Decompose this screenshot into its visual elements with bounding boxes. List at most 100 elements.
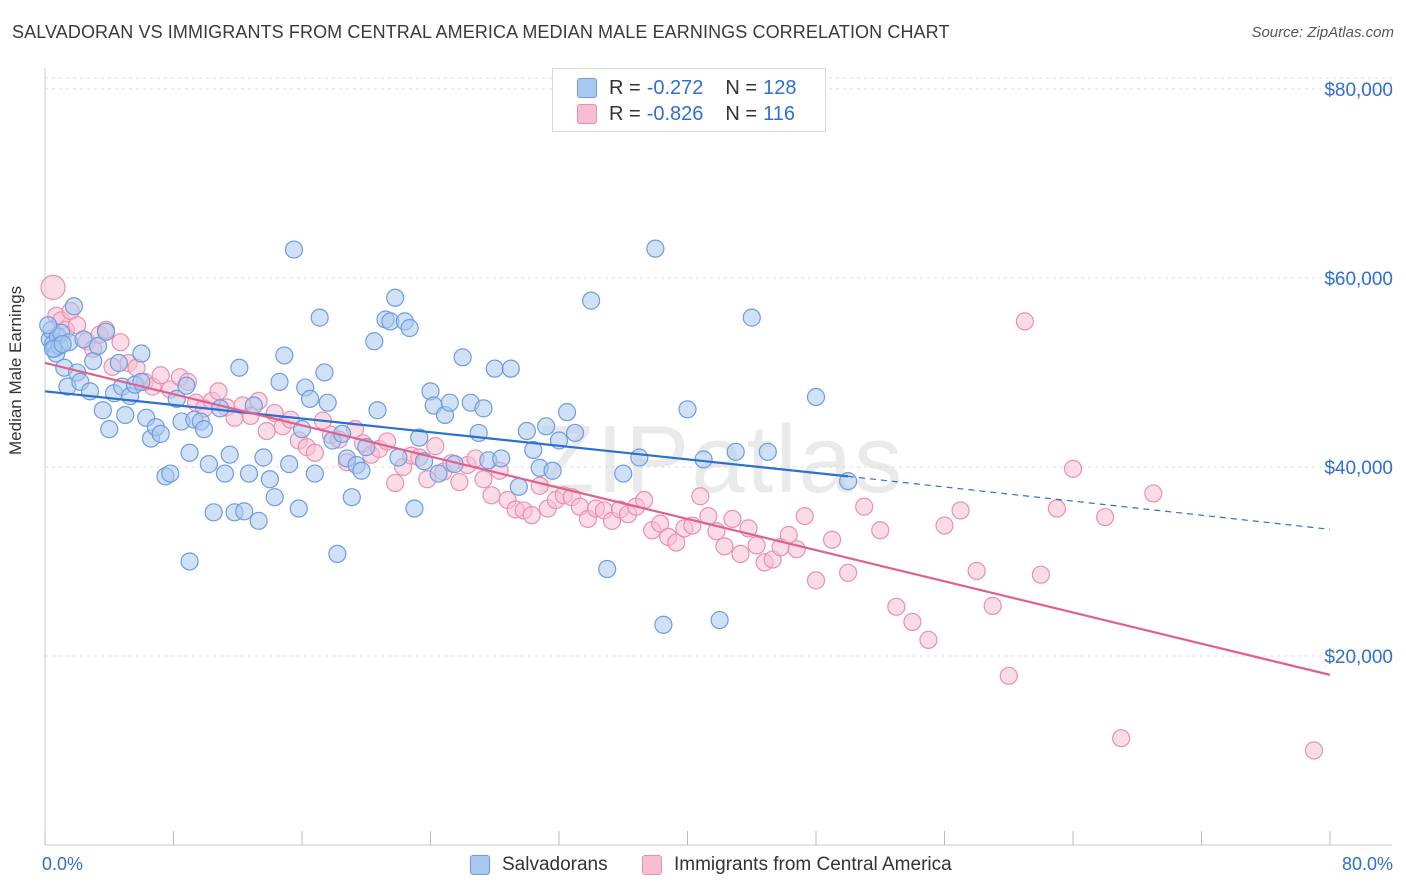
point-salvadorans [194,420,214,439]
point-salvadorans [64,297,84,316]
point-immigrants [1304,741,1324,760]
point-salvadorans [310,308,329,327]
point-salvadorans [249,511,268,530]
y-axis-label: Median Male Earnings [6,285,25,455]
legend-n-value: 128 [763,76,797,99]
point-immigrants [1031,565,1050,584]
point-salvadorans [492,449,511,468]
point-salvadorans [53,334,72,354]
legend-n-value: 116 [763,102,795,125]
point-immigrants [983,596,1002,615]
point-salvadorans [254,448,273,467]
point-salvadorans [582,291,601,310]
legend-r-value: -0.826 [646,102,704,125]
point-immigrants [935,516,954,535]
point-salvadorans [543,461,562,480]
legend-item-salvadorans[interactable]: Salvadorans [470,852,608,878]
series-legend: Salvadorans Immigrants from Central Amer… [0,852,1406,878]
point-salvadorans [215,464,234,483]
point-salvadorans [742,308,761,327]
point-salvadorans [352,461,371,480]
point-immigrants [386,473,405,493]
point-salvadorans [132,344,151,363]
point-immigrants [482,486,501,505]
point-salvadorans [180,443,199,462]
point-salvadorans [289,499,308,518]
point-immigrants [723,509,742,529]
point-immigrants [919,630,938,650]
point-immigrants [209,382,228,401]
point-immigrants [747,536,766,555]
legend-swatch-pink [642,855,662,875]
point-immigrants [951,501,970,520]
legend-row-salvadorans: R = -0.272 N = 128 [577,76,796,100]
point-salvadorans [199,455,218,474]
legend-r-label: R = [609,102,641,125]
point-immigrants [450,472,469,492]
point-salvadorans [280,455,299,474]
point-immigrants [522,506,541,525]
point-immigrants [871,521,890,540]
y-tick-label: $80,000 [1324,80,1393,101]
point-salvadorans [230,358,249,377]
point-immigrants [1112,729,1131,748]
point-immigrants [1047,499,1067,518]
legend-label-salvadorans: Salvadorans [502,854,608,875]
chart-title: SALVADORAN VS IMMIGRANTS FROM CENTRAL AM… [12,22,950,42]
point-salvadorans [39,316,58,335]
point-immigrants [257,421,276,441]
point-salvadorans [557,403,577,422]
point-immigrants [151,366,170,385]
point-immigrants [305,443,324,462]
data-points [39,239,1324,760]
point-salvadorans [180,552,199,571]
point-salvadorans [260,470,279,489]
point-salvadorans [109,353,128,373]
point-immigrants [530,476,549,495]
point-salvadorans [177,376,196,395]
point-salvadorans [758,442,777,461]
legend-item-immigrants[interactable]: Immigrants from Central America [642,852,952,878]
point-salvadorans [368,401,387,420]
point-salvadorans [284,240,304,259]
trend-line-immigrants [44,361,1331,676]
point-salvadorans [220,445,239,464]
y-tick-labels: $20,000 $40,000 $60,000 $80,000 [1324,80,1393,668]
point-salvadorans [726,442,745,461]
legend-row-immigrants: R = -0.826 N = 116 [577,102,795,126]
legend-n-label: N = [725,76,758,99]
y-tick-label: $40,000 [1324,458,1393,479]
point-salvadorans [116,405,135,425]
legend-swatch-pink [577,104,597,124]
point-immigrants [967,561,986,581]
point-immigrants [795,506,814,526]
x-tick-label: 0.0% [42,854,83,874]
trend-line-salvadorans-extension [848,475,1331,530]
point-salvadorans [565,423,585,443]
point-immigrants [806,571,826,590]
point-salvadorans [204,503,223,522]
watermark: ZIPatlas [536,406,904,513]
point-salvadorans [315,363,334,382]
x-tick-labels: 0.0% 80.0% [42,854,1393,874]
legend-swatch-blue [470,855,490,875]
point-salvadorans [614,464,633,483]
point-salvadorans [305,464,324,483]
point-salvadorans [537,417,556,436]
point-salvadorans [389,448,408,467]
point-immigrants [887,597,906,616]
point-salvadorans [509,477,528,496]
point-immigrants [1144,484,1163,503]
legend-r-label: R = [609,76,641,99]
point-immigrants [474,470,493,489]
point-salvadorans [485,359,504,378]
point-salvadorans [265,488,284,507]
point-salvadorans [440,393,459,412]
point-salvadorans [400,318,419,338]
point-salvadorans [710,610,729,630]
stats-legend: R = -0.272 N = 128 R = -0.826 N = 116 [552,68,826,132]
point-salvadorans [275,346,294,365]
point-immigrants [822,530,842,549]
point-immigrants [903,612,922,632]
